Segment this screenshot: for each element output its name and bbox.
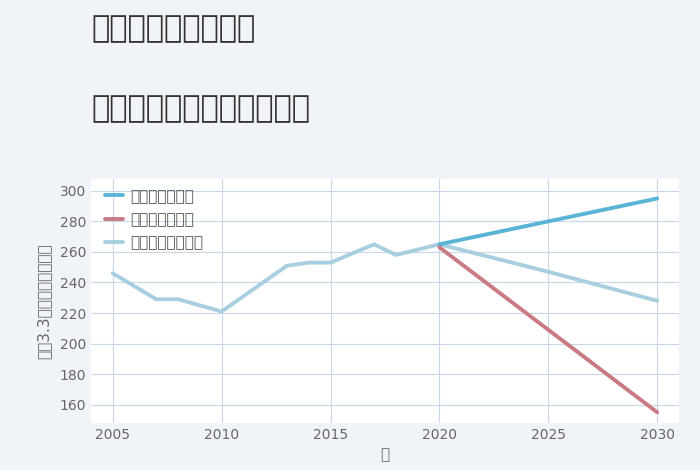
グッドシナリオ xyxy=(435,242,444,247)
Line: グッドシナリオ: グッドシナリオ xyxy=(440,198,657,244)
Line: ノーマルシナリオ: ノーマルシナリオ xyxy=(440,244,657,301)
グッドシナリオ xyxy=(653,196,662,201)
グッドシナリオ xyxy=(544,219,552,224)
Text: 東京都大泉学園駅の: 東京都大泉学園駅の xyxy=(91,14,256,43)
バッドシナリオ xyxy=(653,409,662,415)
Legend: グッドシナリオ, バッドシナリオ, ノーマルシナリオ: グッドシナリオ, バッドシナリオ, ノーマルシナリオ xyxy=(104,188,204,251)
Y-axis label: 平（3.3㎡）単価（万円）: 平（3.3㎡）単価（万円） xyxy=(36,243,51,359)
バッドシナリオ xyxy=(435,244,444,250)
X-axis label: 年: 年 xyxy=(380,447,390,462)
ノーマルシナリオ xyxy=(653,298,662,304)
Line: バッドシナリオ: バッドシナリオ xyxy=(440,247,657,412)
ノーマルシナリオ xyxy=(435,242,444,247)
ノーマルシナリオ xyxy=(544,269,552,274)
Text: 中古マンションの価格推移: 中古マンションの価格推移 xyxy=(91,94,310,123)
